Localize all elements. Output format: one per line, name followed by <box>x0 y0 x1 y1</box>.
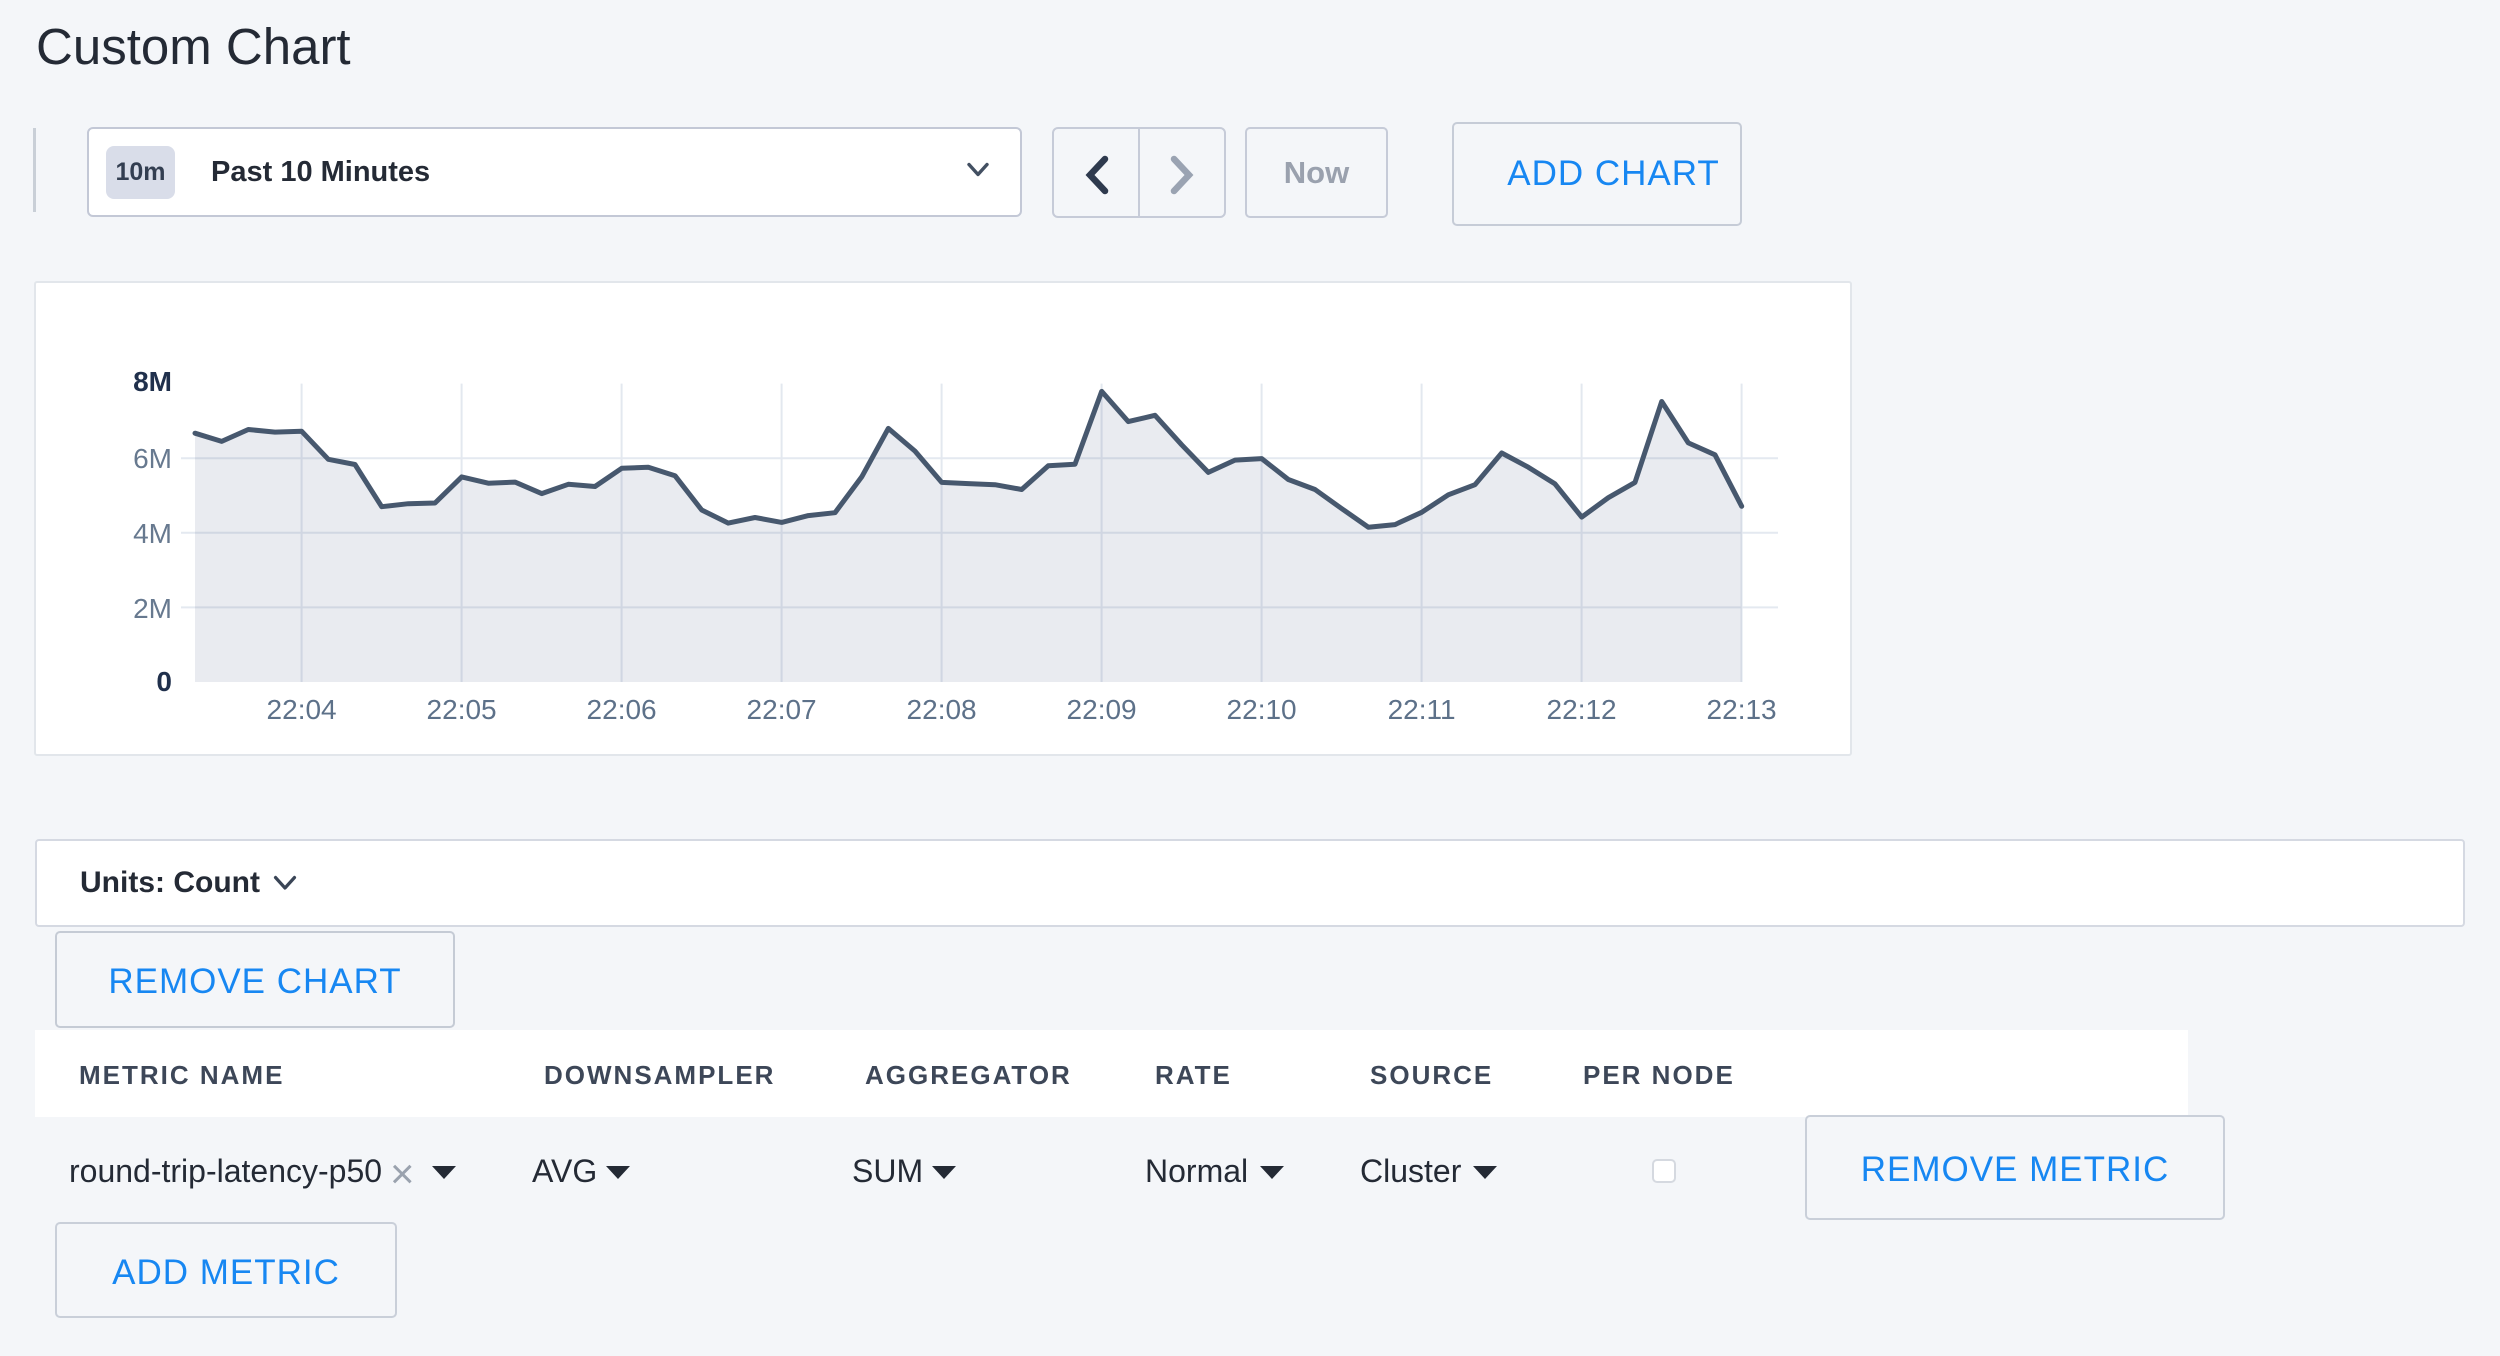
svg-text:0: 0 <box>156 666 172 697</box>
svg-text:22:09: 22:09 <box>1067 694 1137 725</box>
svg-text:8M: 8M <box>133 366 172 397</box>
svg-text:22:13: 22:13 <box>1707 694 1777 725</box>
svg-text:22:10: 22:10 <box>1227 694 1297 725</box>
svg-text:22:11: 22:11 <box>1388 694 1456 725</box>
svg-text:4M: 4M <box>133 518 172 549</box>
svg-text:22:07: 22:07 <box>747 694 817 725</box>
svg-text:6M: 6M <box>133 443 172 474</box>
svg-text:22:08: 22:08 <box>907 694 977 725</box>
svg-text:2M: 2M <box>133 593 172 624</box>
svg-text:22:05: 22:05 <box>427 694 497 725</box>
svg-text:22:12: 22:12 <box>1547 694 1617 725</box>
svg-text:22:04: 22:04 <box>267 694 337 725</box>
svg-text:22:06: 22:06 <box>587 694 657 725</box>
